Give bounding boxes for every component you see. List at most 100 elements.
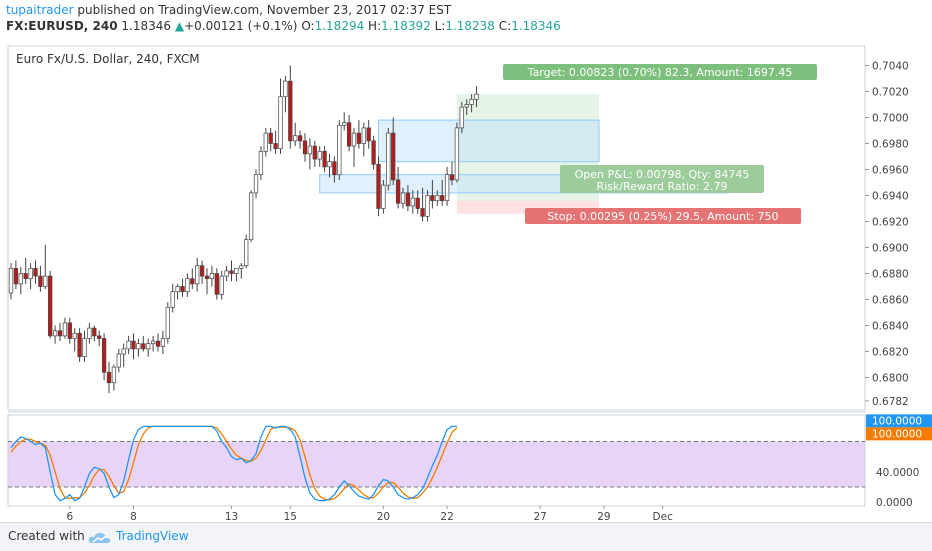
- candle-body: [111, 366, 117, 384]
- price-tick-label: 0.6920: [872, 217, 909, 229]
- last-price: 1.18346: [121, 19, 172, 33]
- candle-body: [253, 174, 259, 194]
- stoch-tick-label: 40.0000: [876, 467, 919, 479]
- open-value: 1.18294: [314, 19, 365, 33]
- candle-body: [8, 267, 14, 294]
- low-value: 1.18238: [445, 19, 495, 33]
- time-tick-label: 6: [66, 511, 73, 522]
- candle-body: [440, 195, 445, 202]
- candle-body: [52, 330, 58, 337]
- time-tick-label: 29: [597, 511, 610, 522]
- candle-body: [23, 273, 28, 280]
- candle-body: [327, 161, 332, 168]
- candle-body: [415, 197, 420, 209]
- candle-body: [464, 104, 469, 108]
- candle-body: [185, 278, 190, 293]
- stoch-d-value: 100.0000: [872, 428, 922, 440]
- price-tick-label: 0.7040: [872, 61, 909, 73]
- candle-body: [405, 192, 411, 207]
- price-tick-label: 0.6980: [872, 139, 909, 151]
- candle-body: [67, 322, 72, 339]
- candle-body: [425, 195, 430, 217]
- candle-body: [454, 127, 460, 181]
- range-rectangle-upper: [378, 119, 600, 163]
- candle-body: [356, 132, 362, 144]
- close-value: 1.18346: [511, 19, 561, 33]
- candle-body: [136, 343, 141, 350]
- footer-bar: Created with TradingView: [0, 522, 932, 551]
- candle-body: [248, 192, 254, 241]
- candle-body: [435, 195, 440, 202]
- candle-body: [204, 275, 210, 280]
- candle-body: [332, 161, 337, 176]
- candle-body: [146, 343, 151, 350]
- candle-body: [258, 150, 264, 176]
- price-pane-border: [7, 45, 866, 411]
- candle-body: [48, 275, 53, 337]
- symbol-label: FX:EURUSD, 240: [6, 19, 118, 33]
- close-label: C:: [498, 19, 512, 33]
- time-tick-label: 20: [377, 511, 390, 522]
- stoch-k-value: 100.0000: [872, 415, 922, 427]
- candle-body: [278, 96, 283, 150]
- candle-body: [214, 273, 219, 295]
- stoch-d-line: [10, 425, 458, 501]
- risk-reward-text: Risk/Reward Ratio: 2.79: [597, 180, 728, 193]
- time-tick-label: 22: [440, 511, 453, 522]
- low-label: L:: [434, 19, 446, 33]
- stop-label-bg: [525, 208, 801, 224]
- tradingview-logo-icon: [88, 532, 111, 543]
- candle-body: [288, 80, 293, 142]
- price-chart[interactable]: Euro Fx/U.S. Dollar, 240, FXCM 0.7040 0.70…: [0, 38, 932, 523]
- candle-body: [381, 184, 386, 209]
- time-tick-label: 27: [534, 511, 547, 522]
- candle-body: [77, 332, 82, 358]
- candle-body: [150, 340, 156, 345]
- candle-body: [33, 267, 38, 277]
- price-tick-label: 0.7000: [872, 113, 909, 125]
- candle-body: [62, 322, 68, 337]
- candle-body: [234, 267, 239, 274]
- price-tick-label: 0.6820: [872, 347, 909, 359]
- price-tick-label: 0.6900: [872, 243, 909, 255]
- candle-body: [346, 122, 352, 147]
- candle-body: [293, 135, 298, 142]
- candle-body: [141, 343, 146, 350]
- stoch-k-value-bg: [866, 414, 932, 428]
- candle-body: [224, 270, 229, 277]
- candle-body: [155, 340, 161, 347]
- candle-body: [126, 340, 131, 350]
- candle-body: [180, 286, 185, 293]
- candle-body: [195, 265, 200, 285]
- time-tick-label: 8: [130, 511, 137, 522]
- candle-body: [410, 197, 415, 207]
- candle-body: [273, 143, 278, 150]
- tradingview-link[interactable]: TradingView: [116, 529, 189, 543]
- candle-body: [160, 338, 166, 347]
- up-arrow-icon: ▲: [174, 19, 185, 33]
- stoch-tick-label: 0.0000: [876, 497, 913, 509]
- stoch-k-line: [10, 425, 457, 502]
- candle-body: [43, 275, 48, 287]
- candle-body: [322, 150, 327, 168]
- stoch-band: [8, 441, 865, 488]
- candle-body: [361, 127, 366, 144]
- author-link[interactable]: tupaitrader: [6, 3, 74, 17]
- candle-body: [263, 132, 268, 152]
- candle-body: [342, 122, 347, 126]
- candle-body: [190, 278, 195, 285]
- candle-body: [376, 163, 381, 209]
- candle-body: [229, 270, 234, 274]
- candle-body: [97, 335, 102, 339]
- candle-body: [219, 275, 224, 295]
- candle-body: [57, 330, 63, 337]
- chart-title: Euro Fx/U.S. Dollar, 240, FXCM: [16, 52, 200, 66]
- open-label: O:: [301, 19, 315, 33]
- candle-body: [38, 275, 43, 287]
- candle-body: [28, 267, 33, 280]
- candle-body: [268, 132, 273, 144]
- candle-body: [302, 140, 308, 155]
- candle-body: [307, 145, 313, 155]
- candle-body: [420, 208, 425, 217]
- candle-body: [297, 135, 303, 142]
